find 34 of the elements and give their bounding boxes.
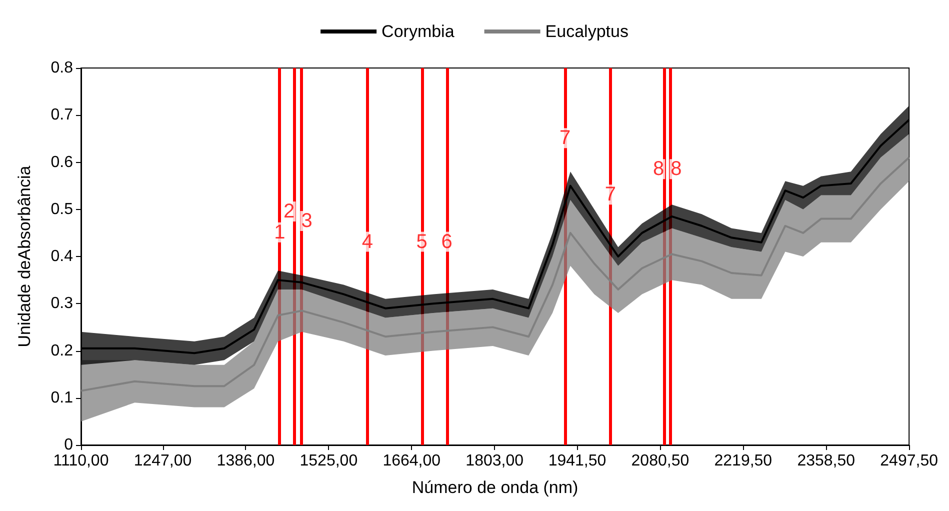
x-tick-label: 2080,50 bbox=[631, 452, 690, 470]
annotation: 5 bbox=[416, 230, 428, 253]
x-axis-title: Número de onda (nm) bbox=[412, 478, 578, 497]
x-tick-label: 1110,00 bbox=[53, 452, 109, 470]
annotation: 8 bbox=[652, 158, 664, 180]
y-tick-label: 0.5 bbox=[50, 200, 74, 218]
y-tick-label: 0.1 bbox=[50, 389, 74, 406]
y-tick-label: 0.6 bbox=[50, 154, 74, 171]
annotation: 7 bbox=[604, 184, 616, 206]
y-tick-label: 0.7 bbox=[50, 106, 74, 124]
y-tick-label: 0.2 bbox=[50, 342, 74, 360]
annotation: 3 bbox=[301, 210, 312, 232]
annotation: 4 bbox=[362, 230, 374, 253]
x-tick-label: 2358,50 bbox=[797, 452, 856, 470]
y-tick-label: 0.8 bbox=[50, 60, 74, 76]
annotation: 8 bbox=[670, 158, 682, 180]
y-tick-label: 0.4 bbox=[50, 248, 74, 265]
x-tick-label: 1803,00 bbox=[466, 452, 524, 470]
x-tick-label: 2219,50 bbox=[714, 452, 772, 470]
x-tick-label: 1941,50 bbox=[548, 452, 606, 470]
x-tick-label: 1247,00 bbox=[134, 452, 192, 470]
x-tick-label: 1525,00 bbox=[300, 452, 358, 470]
annotation: 7 bbox=[559, 127, 571, 150]
annotation: 2 bbox=[284, 200, 295, 223]
y-tick-label: 0 bbox=[64, 436, 74, 454]
x-tick-label: 1664,00 bbox=[382, 452, 441, 470]
y-tick-label: 0.3 bbox=[50, 295, 74, 312]
x-tick-label: 2497,50 bbox=[880, 452, 938, 470]
annotation: 1 bbox=[274, 221, 286, 244]
annotation: 6 bbox=[441, 230, 452, 253]
legend-label: Corymbia bbox=[382, 22, 455, 41]
x-tick-label: 1386,00 bbox=[216, 452, 275, 470]
legend-label: Eucalyptus bbox=[545, 22, 628, 41]
y-axis-title: Unidade deAbsorbância bbox=[15, 165, 34, 348]
